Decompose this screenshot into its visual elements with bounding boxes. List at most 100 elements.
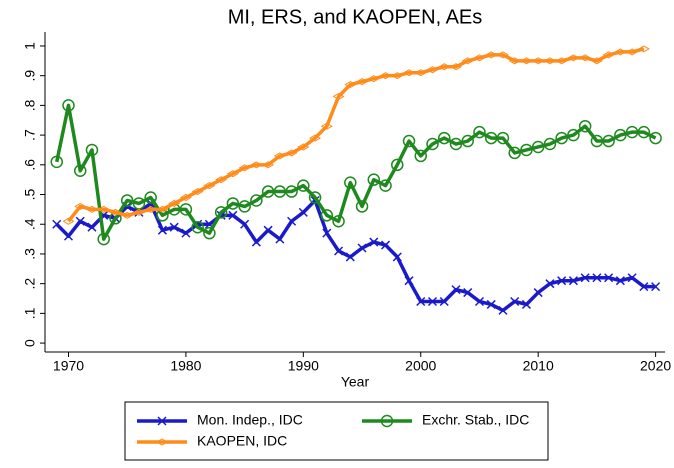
marker: [144, 191, 157, 204]
marker: [555, 131, 568, 145]
marker: [379, 72, 392, 80]
marker: [238, 164, 251, 172]
marker: [438, 63, 451, 71]
marker: [579, 54, 592, 62]
marker: [416, 296, 426, 307]
x-tick-label: 1990: [288, 358, 319, 374]
marker: [392, 252, 402, 262]
marker: [355, 200, 369, 213]
marker: [238, 200, 251, 213]
x-axis-title: Year: [341, 374, 370, 390]
marker: [474, 296, 485, 307]
marker: [485, 51, 498, 59]
marker: [52, 219, 62, 229]
marker: [426, 66, 439, 74]
marker: [322, 228, 332, 238]
marker: [496, 131, 510, 145]
marker: [332, 215, 345, 228]
y-tick-label: .2: [22, 278, 38, 290]
marker: [297, 179, 310, 192]
marker: [109, 208, 122, 216]
marker: [85, 205, 98, 213]
marker: [651, 282, 661, 292]
marker: [649, 131, 662, 145]
marker: [580, 273, 590, 283]
marker: [414, 69, 427, 77]
y-tick-label: 0: [22, 339, 38, 347]
marker: [403, 69, 415, 77]
marker: [309, 134, 322, 142]
marker: [437, 131, 451, 145]
legend-label: Exchr. Stab., IDC: [422, 412, 529, 428]
marker: [496, 51, 509, 59]
y-tick-label: .4: [22, 218, 38, 230]
marker: [121, 211, 134, 219]
marker: [627, 273, 637, 283]
marker: [592, 273, 602, 283]
marker: [263, 225, 273, 235]
legend-label: KAOPEN, IDC: [197, 433, 287, 449]
marker: [308, 191, 322, 204]
marker: [379, 179, 392, 192]
marker: [228, 210, 238, 220]
marker: [132, 208, 145, 216]
chart-title: MI, ERS, and KAOPEN, AEs: [228, 6, 483, 28]
marker: [451, 285, 461, 295]
marker: [50, 155, 63, 169]
marker: [426, 137, 439, 151]
marker: [285, 185, 298, 198]
marker: [391, 72, 404, 80]
marker: [532, 57, 545, 65]
marker: [380, 240, 391, 250]
marker: [510, 296, 520, 307]
marker: [75, 216, 85, 226]
marker: [251, 237, 261, 247]
marker: [543, 137, 557, 151]
marker: [285, 149, 298, 157]
marker: [179, 203, 193, 216]
marker: [614, 128, 627, 142]
marker: [461, 57, 474, 65]
marker: [214, 206, 228, 219]
marker: [273, 152, 286, 160]
marker: [156, 205, 169, 213]
x-tick-label: 2010: [523, 358, 554, 374]
marker: [602, 51, 615, 59]
marker: [578, 119, 592, 133]
marker: [226, 170, 239, 178]
x-tick-label: 2020: [640, 358, 671, 374]
marker: [334, 246, 344, 256]
marker: [391, 158, 404, 172]
marker: [543, 57, 556, 65]
marker: [345, 252, 355, 262]
marker: [85, 143, 99, 157]
marker: [449, 137, 463, 151]
marker: [473, 54, 486, 62]
marker: [120, 194, 134, 207]
marker: [203, 182, 216, 190]
marker: [439, 296, 449, 307]
marker: [380, 414, 394, 428]
marker: [533, 288, 543, 298]
marker: [615, 276, 625, 286]
marker: [555, 57, 568, 65]
marker: [298, 207, 308, 217]
marker: [637, 45, 650, 53]
marker: [473, 125, 486, 139]
marker: [226, 197, 240, 210]
marker: [639, 282, 649, 292]
marker: [215, 176, 228, 184]
marker: [62, 99, 75, 112]
marker: [461, 134, 474, 148]
marker: [63, 231, 74, 241]
marker: [144, 205, 157, 213]
y-tick-label: .1: [22, 307, 38, 319]
marker: [604, 273, 614, 283]
marker: [87, 222, 97, 232]
marker: [262, 161, 275, 169]
y-tick-label: .5: [22, 188, 38, 200]
marker: [521, 299, 531, 309]
marker: [240, 219, 250, 229]
